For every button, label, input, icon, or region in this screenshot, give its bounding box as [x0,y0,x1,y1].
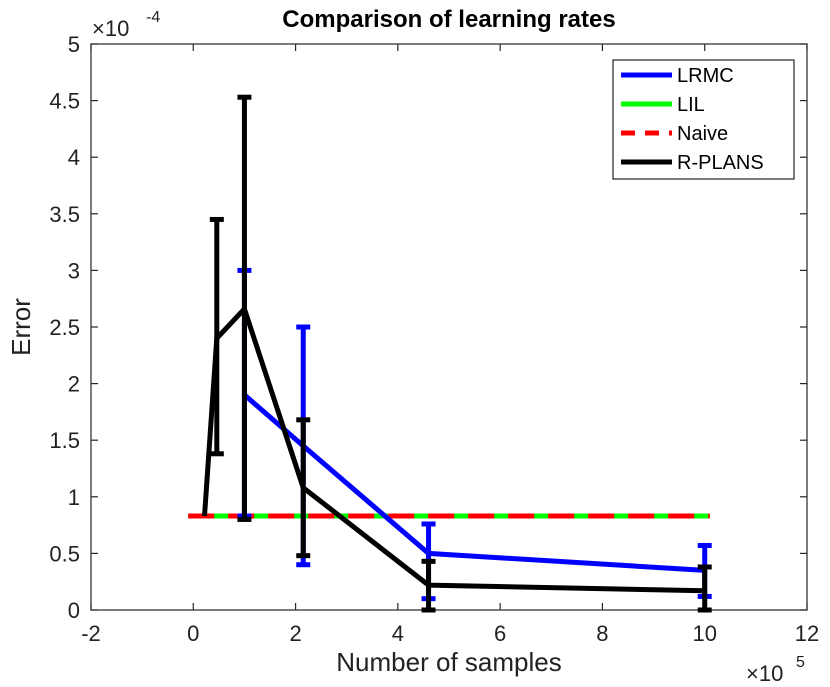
x-tick-label: 10 [692,621,716,646]
y-tick-label: 0 [68,598,80,623]
error-bar-r-plans [296,417,311,559]
y-tick-label: 1 [68,485,80,510]
error-bar-r-plans [237,94,252,522]
y-tick-label: 3 [68,258,80,283]
x-tick-label: 4 [392,621,404,646]
y-tick-label: 4 [68,145,80,170]
x-exponent-power: 5 [796,654,805,671]
y-tick-label: 5 [68,32,80,57]
x-tick-label: 12 [795,621,819,646]
x-tick-label: 8 [596,621,608,646]
y-exponent: ×10 -4 [92,9,160,41]
x-exponent-base: ×10 [746,661,783,686]
error-bar-r-plans [421,558,436,613]
error-bar-r-plans [697,564,712,613]
y-tick-label: 2.5 [49,315,80,340]
x-exponent: ×10 5 [746,654,805,686]
y-tick-label: 3.5 [49,202,80,227]
legend-label-r-plans: R-PLANS [677,152,764,174]
y-tick-label: 1.5 [49,428,80,453]
x-tick-label: 0 [187,621,199,646]
error-bar-r-plans [209,216,224,457]
y-axis-label: Error [6,298,36,356]
x-tick-label: -2 [81,621,101,646]
y-exponent-power: -4 [146,9,160,26]
x-tick-labels: -2 0 2 4 6 8 10 12 [81,621,819,646]
legend-box [612,59,795,180]
y-tick-labels: 0 0.5 1 1.5 2 2.5 3 3.5 4 4.5 5 [49,32,80,623]
legend: LRMC LIL Naive R-PLANS [612,59,795,180]
y-exponent-base: ×10 [92,16,129,41]
chart-title: Comparison of learning rates [282,6,615,33]
x-axis-label: Number of samples [336,647,561,677]
y-tick-label: 0.5 [49,541,80,566]
legend-label-naive: Naive [677,123,728,145]
series-layer [188,94,712,613]
legend-label-lrmc: LRMC [677,65,734,87]
series-line-lrmc [242,393,705,573]
y-tick-label: 4.5 [49,89,80,114]
x-tick-label: 6 [494,621,506,646]
series-r-plans [202,94,712,613]
x-tick-label: 2 [289,621,301,646]
legend-label-lil: LIL [677,94,705,116]
ticks [90,43,808,611]
y-tick-label: 2 [68,372,80,397]
